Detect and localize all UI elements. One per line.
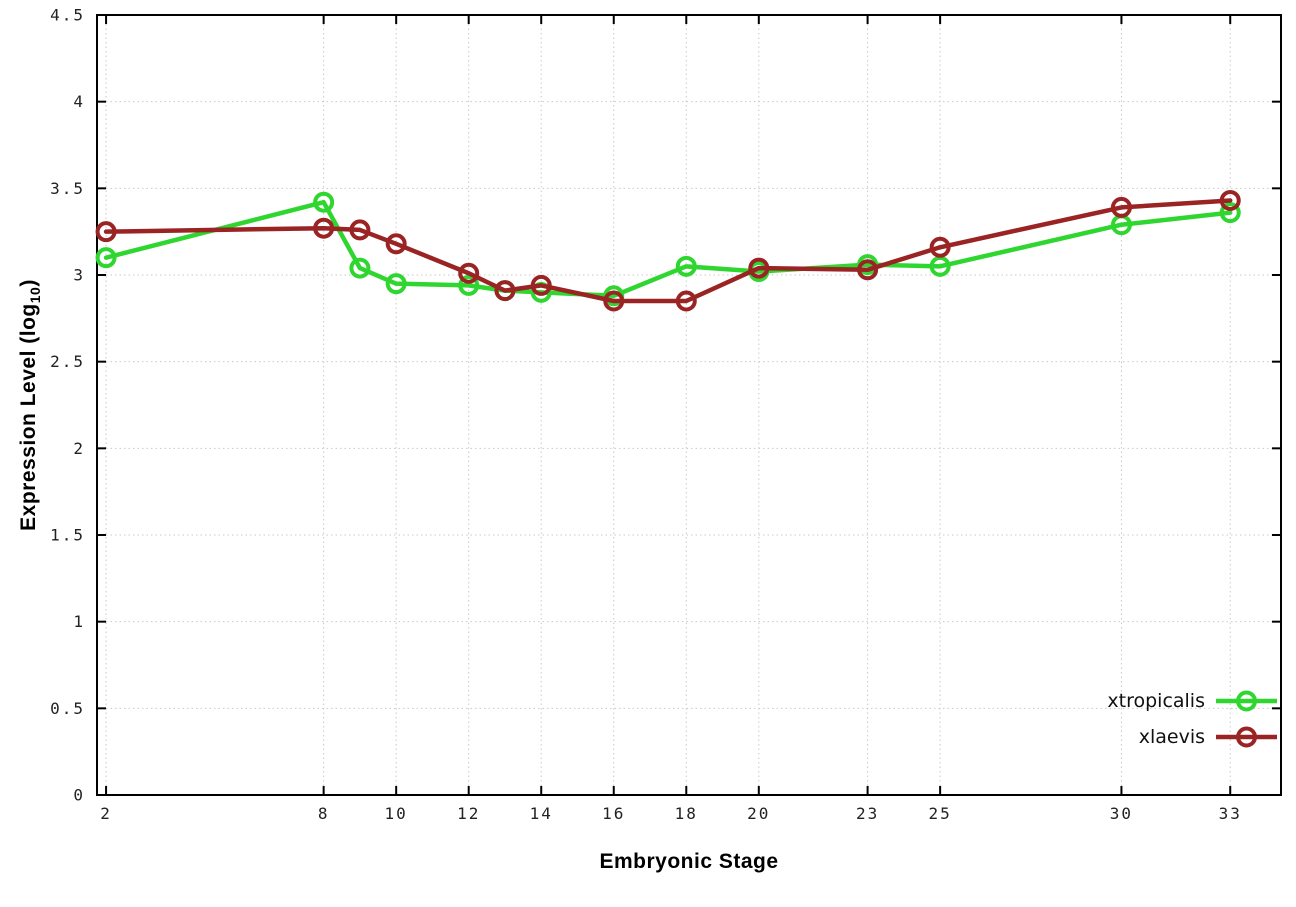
x-tick-label: 25 [928,804,951,823]
data-point-xlaevis [458,262,480,284]
y-tick-label: 4 [73,92,85,111]
data-point-xlaevis [603,290,625,312]
legend-marker-xlaevis [1236,726,1257,748]
series-line-xtropicalis [103,199,1233,299]
data-point-xlaevis [95,221,117,243]
legend-marker-xtropicalis [1236,690,1257,712]
data-point-xlaevis [1219,189,1241,211]
x-tick-label: 12 [457,804,480,823]
data-point-xtropicalis [313,191,335,213]
data-point-xtropicalis [1219,202,1241,224]
data-point-xlaevis [929,236,951,258]
y-tick-label: 1.5 [50,526,85,545]
x-tick-label: 18 [675,804,698,823]
data-point-xlaevis [1110,196,1132,218]
legend-label-xlaevis: xlaevis [1139,726,1205,748]
data-point-xtropicalis [349,257,371,279]
legend-label-xtropicalis: xtropicalis [1107,690,1205,712]
data-point-xlaevis [313,217,335,239]
data-point-xlaevis [349,219,371,241]
x-tick-label: 20 [747,804,770,823]
x-tick-label: 30 [1110,804,1133,823]
data-point-xtropicalis [458,274,480,296]
x-tick-label: 2 [100,804,112,823]
data-point-xtropicalis [929,255,951,277]
x-axis-title: Embryonic Stage [599,850,779,873]
y-axis-title-text: Expression Level (log [17,303,40,531]
y-tick-label: 2 [73,439,85,458]
plot-border [96,14,1282,796]
data-point-xtropicalis [385,273,407,295]
data-point-xlaevis [748,257,770,279]
y-tick-label: 3.5 [50,179,85,198]
y-tick-label: 3 [73,266,85,285]
x-tick-label: 8 [318,804,330,823]
data-point-xlaevis [675,290,697,312]
x-tick-label: 33 [1219,804,1242,823]
y-tick-label: 4.5 [50,6,85,25]
series-line-xlaevis [103,198,1233,304]
y-tick-label: 0.5 [50,699,85,718]
x-tick-label: 16 [602,804,625,823]
y-axis-title: Expression Level (log10) [17,279,43,531]
y-axis-title-suffix: ) [17,279,40,287]
data-point-xtropicalis [95,247,117,269]
y-tick-label: 2.5 [50,352,85,371]
x-tick-label: 10 [385,804,408,823]
data-point-xlaevis [857,259,879,281]
x-tick-label: 23 [856,804,879,823]
data-point-xlaevis [385,233,407,255]
data-point-xlaevis [494,280,516,302]
x-tick-label: 14 [530,804,553,823]
data-point-xtropicalis [675,255,697,277]
y-tick-label: 1 [73,612,85,631]
data-point-xlaevis [530,274,552,296]
y-tick-label: 0 [73,786,85,805]
y-axis-title-subscript: 10 [27,286,43,304]
